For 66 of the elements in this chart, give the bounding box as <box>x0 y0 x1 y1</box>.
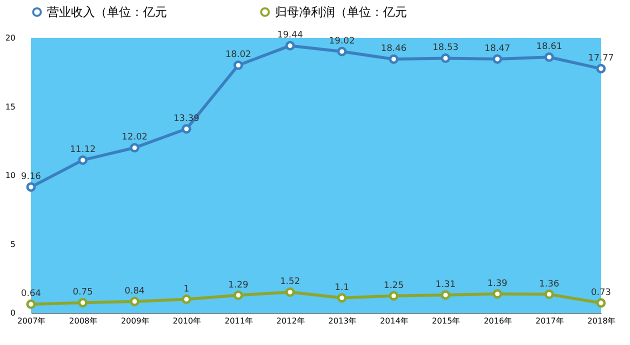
x-tick-label: 2011年 <box>224 316 253 326</box>
legend-label: 营业收入（单位：亿元 <box>47 5 167 20</box>
point <box>182 124 192 134</box>
point <box>388 54 399 64</box>
point <box>78 298 88 308</box>
point <box>388 291 399 301</box>
data-label: 1.29 <box>228 280 249 290</box>
point <box>285 40 295 50</box>
data-label: 19.44 <box>277 30 304 41</box>
point <box>596 64 606 74</box>
point <box>233 290 244 300</box>
legend-label: 归母净利润（单位：亿元 <box>275 5 407 20</box>
point <box>26 299 36 309</box>
data-label: 18.02 <box>225 50 252 60</box>
data-label: 1.1 <box>334 282 350 293</box>
point <box>596 298 606 308</box>
y-tick-label: 20 <box>5 34 16 42</box>
data-label: 0.75 <box>72 288 93 298</box>
point <box>26 182 36 192</box>
data-label: 18.47 <box>484 44 510 54</box>
y-tick-label: 10 <box>5 171 16 180</box>
data-label: 12.02 <box>122 132 148 143</box>
point <box>285 287 295 297</box>
point <box>492 289 502 299</box>
data-label: 0.64 <box>20 289 42 300</box>
point <box>544 290 554 300</box>
data-label: 13.39 <box>174 114 200 124</box>
point <box>78 155 88 165</box>
data-label: 1.36 <box>539 279 560 290</box>
point <box>337 46 347 56</box>
x-tick-label: 2010年 <box>172 316 202 326</box>
data-label: 1.39 <box>487 278 508 289</box>
y-tick-label: 15 <box>5 102 16 112</box>
data-label: 1.52 <box>280 277 300 288</box>
point <box>544 52 554 62</box>
x-tick-label: 2009年 <box>120 316 150 326</box>
point <box>233 60 244 70</box>
data-label: 9.16 <box>20 172 42 182</box>
x-tick-label: 2016年 <box>484 316 512 326</box>
data-label: 1 <box>184 284 190 294</box>
y-tick-label: 5 <box>10 240 16 249</box>
point <box>182 294 192 304</box>
y-tick-label: 0 <box>10 308 16 318</box>
x-tick-label: 2008年 <box>69 316 98 326</box>
point <box>337 293 347 303</box>
x-tick-label: 2018年 <box>587 316 616 326</box>
data-label: 0.73 <box>590 288 612 298</box>
point <box>130 296 140 306</box>
point <box>440 290 450 300</box>
x-tick-label: 2015年 <box>432 316 460 326</box>
x-tick-label: 2013年 <box>328 316 357 326</box>
data-label: 1.31 <box>436 280 456 290</box>
x-tick-label: 2007年 <box>17 316 46 326</box>
x-tick-label: 2017年 <box>536 316 564 326</box>
data-label: 1.25 <box>384 280 404 291</box>
data-label: 0.84 <box>124 286 145 296</box>
data-label: 18.61 <box>536 42 562 52</box>
data-label: 19.02 <box>329 36 355 46</box>
point <box>492 54 502 64</box>
x-tick-label: 2014年 <box>380 316 408 326</box>
point <box>440 53 450 63</box>
data-label: 18.46 <box>380 44 407 54</box>
x-tick-label: 2012年 <box>276 316 305 326</box>
point <box>130 142 140 153</box>
data-label: 18.53 <box>432 43 458 54</box>
data-label: 11.12 <box>70 145 96 156</box>
